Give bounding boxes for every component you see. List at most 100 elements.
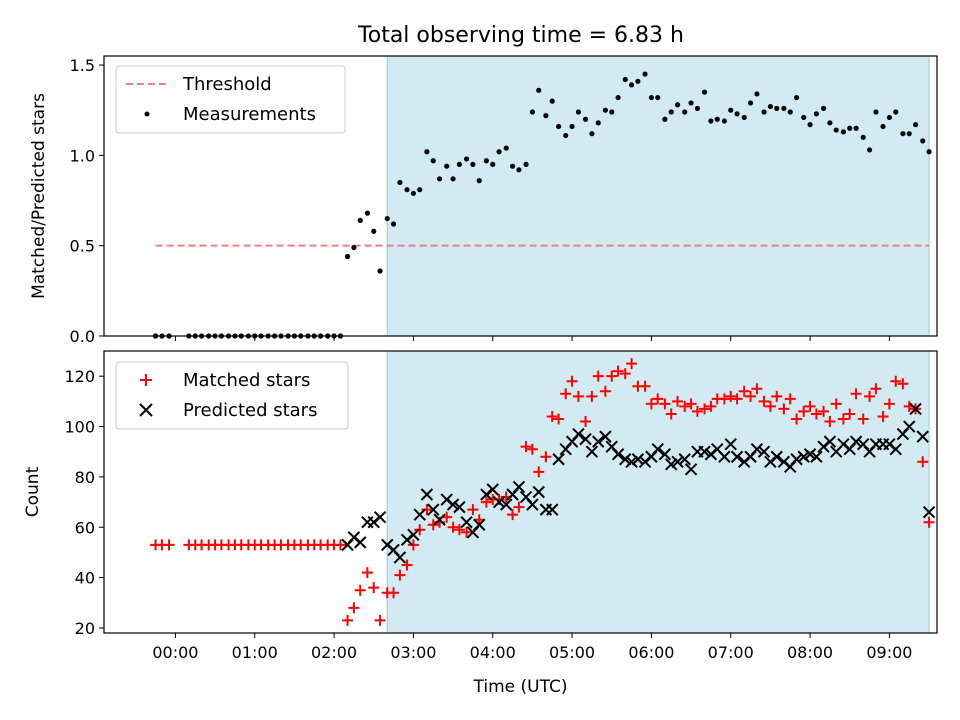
matched-stars-points <box>150 358 935 626</box>
measurement-point <box>893 109 899 115</box>
matched-star-marker <box>599 385 611 397</box>
predicted-star-marker <box>903 420 916 433</box>
predicted-star-marker <box>916 430 929 443</box>
measurement-point <box>496 149 502 155</box>
ratio-ytick-label: 0.5 <box>70 237 95 256</box>
matched-star-marker <box>467 504 479 516</box>
matched-star-marker <box>639 380 651 392</box>
measurement-point <box>840 129 846 135</box>
measurement-point <box>642 71 648 77</box>
predicted-star-marker <box>579 432 592 446</box>
matched-star-marker <box>421 504 433 516</box>
count-ytick-label: 120 <box>64 367 95 386</box>
predicted-star-marker <box>532 485 545 499</box>
matched-star-marker <box>566 375 578 387</box>
measurement-point <box>377 268 383 274</box>
matched-star-marker <box>533 466 545 478</box>
matched-star-marker <box>923 516 935 528</box>
predicted-star-marker <box>500 498 513 511</box>
measurement-point <box>549 98 555 104</box>
matched-star-marker <box>334 539 346 551</box>
measurement-point <box>344 253 351 260</box>
matched-star-marker <box>401 559 413 571</box>
matched-star-marker <box>870 383 882 395</box>
predicted-star-marker <box>460 516 473 529</box>
predicted-star-marker <box>757 445 771 458</box>
measurement-point <box>920 138 926 144</box>
predicted-star-marker <box>611 448 625 461</box>
predicted-star-marker <box>730 450 744 463</box>
ratio-ytick-label: 1.5 <box>70 56 95 75</box>
measurement-points <box>152 71 932 339</box>
predicted-star-marker <box>651 442 664 456</box>
matched-star-marker <box>480 496 492 508</box>
matched-star-marker <box>407 539 419 551</box>
measurement-point <box>509 163 516 169</box>
measurement-point <box>767 103 774 110</box>
measurement-point <box>450 176 456 182</box>
figure-title: Total observing time = 6.83 h <box>357 23 684 48</box>
matched-star-marker <box>877 410 889 422</box>
time-xtick-label: 00:00 <box>152 643 198 662</box>
measurement-point <box>912 122 919 128</box>
predicted-star-marker <box>770 450 783 463</box>
legend-measurements-label: Measurements <box>183 104 316 125</box>
matched-star-marker <box>791 413 803 425</box>
predicted-star-marker <box>619 453 632 466</box>
count-ytick-label: 40 <box>75 569 95 588</box>
matched-star-marker <box>725 390 737 402</box>
measurement-point <box>801 114 807 121</box>
predicted-star-marker <box>354 536 367 549</box>
measurement-point <box>648 94 655 101</box>
measurement-point <box>628 82 635 88</box>
matched-star-marker <box>619 368 631 380</box>
matched-star-marker <box>672 395 684 407</box>
measurement-point <box>463 156 470 162</box>
legend-matched-label: Matched stars <box>183 370 310 391</box>
time-xtick-label: 02:00 <box>311 643 357 662</box>
matched-star-marker <box>778 403 790 415</box>
measurement-point <box>714 116 720 122</box>
count-ytick-label: 20 <box>75 619 95 638</box>
predicted-stars-points <box>341 402 936 564</box>
predicted-star-marker <box>599 430 612 443</box>
predicted-star-marker <box>750 442 764 456</box>
measurement-point <box>523 161 529 167</box>
measurement-point <box>774 105 780 111</box>
matched-star-marker <box>388 587 400 599</box>
predicted-star-marker <box>433 513 446 526</box>
measurement-point <box>793 94 800 101</box>
predicted-star-marker <box>678 453 691 466</box>
matched-star-marker <box>163 539 175 551</box>
matched-star-marker <box>348 602 360 614</box>
measurement-point <box>688 100 694 106</box>
predicted-star-marker <box>665 458 678 471</box>
measurement-point <box>668 109 674 115</box>
predicted-star-marker <box>810 450 823 463</box>
measurement-point <box>470 161 476 167</box>
matched-star-marker <box>659 398 671 410</box>
time-xtick-label: 03:00 <box>390 643 436 662</box>
measurement-point <box>827 120 833 126</box>
time-xtick-label: 06:00 <box>628 643 674 662</box>
measurement-point <box>410 190 416 196</box>
matched-star-marker <box>745 390 757 402</box>
predicted-star-marker <box>625 455 638 468</box>
matched-star-marker <box>361 567 373 579</box>
ratio-legend-box <box>115 65 346 134</box>
matched-star-marker <box>883 398 895 410</box>
y-ticks-count: 20 40 60 80 100 120 <box>64 367 104 638</box>
measurement-point <box>747 100 754 106</box>
measurement-point <box>761 109 767 115</box>
time-x-axis-label: Time (UTC) <box>473 677 568 697</box>
measurement-point <box>655 94 661 101</box>
matched-star-marker <box>718 393 730 405</box>
measurement-point <box>880 123 886 130</box>
measurement-point <box>430 158 436 164</box>
predicted-star-marker <box>585 445 599 458</box>
matched-star-marker <box>394 569 406 581</box>
observing-window-shade <box>386 55 930 337</box>
matched-star-marker <box>553 413 565 425</box>
shaded-region <box>386 55 930 337</box>
